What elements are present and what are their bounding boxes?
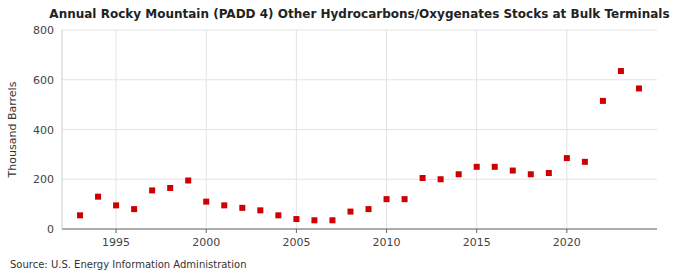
x-tick [566, 229, 567, 233]
point [221, 202, 227, 208]
point [384, 196, 390, 202]
point [185, 177, 191, 183]
y-tick-label: 200 [33, 173, 54, 186]
point [347, 209, 353, 215]
x-tick-label: 2000 [192, 236, 220, 249]
x-grid-line [116, 30, 117, 229]
x-grid-line [296, 30, 297, 229]
x-axis-line [62, 229, 657, 230]
point [203, 199, 209, 205]
point [95, 194, 101, 200]
annotation: Source: U.S. Energy Information Administ… [10, 259, 247, 270]
y-grid-line [62, 79, 657, 80]
point [131, 206, 137, 212]
point [528, 171, 534, 177]
x-tick-label: 1995 [102, 236, 130, 249]
point [474, 164, 480, 170]
y-tick-label: 400 [33, 124, 54, 137]
x-tick-label: 2020 [553, 236, 581, 249]
y-tick-label: 0 [47, 223, 54, 236]
point [618, 68, 624, 74]
point [275, 212, 281, 218]
y-grid-line [62, 129, 657, 130]
x-tick [476, 229, 477, 233]
y-axis-label: Thousand Barrels [6, 81, 19, 178]
x-grid-line [476, 30, 477, 229]
point [546, 170, 552, 176]
point [420, 175, 426, 181]
point [456, 171, 462, 177]
y-axis-line [62, 30, 63, 229]
point [636, 85, 642, 91]
point [239, 205, 245, 211]
point [311, 217, 317, 223]
point [167, 185, 173, 191]
y-grid-line [62, 229, 657, 230]
point [582, 159, 588, 165]
point [366, 206, 372, 212]
point [438, 176, 444, 182]
chart-svg: 0 200 400 600 800 1995 2000 2005 2010 2015 2020 Ann… [0, 0, 675, 275]
x-tick [116, 229, 117, 233]
background [0, 0, 675, 275]
x-tick-label: 2010 [373, 236, 401, 249]
x-tick [296, 229, 297, 233]
y-tick-label: 600 [33, 74, 54, 87]
x-tick-label: 2015 [463, 236, 491, 249]
axes: 0 200 400 600 800 1995 2000 2005 2010 2015 2020 [33, 24, 657, 249]
points [77, 68, 642, 223]
point [77, 212, 83, 218]
x-tick-label: 2005 [282, 236, 310, 249]
chart-container: 0 200 400 600 800 1995 2000 2005 2010 2015 2020 Ann… [0, 0, 675, 275]
point [510, 168, 516, 174]
title: Annual Rocky Mountain (PADD 4) Other Hyd… [49, 7, 669, 21]
point [564, 155, 570, 161]
point [600, 98, 606, 104]
y-tick-label: 800 [33, 24, 54, 37]
point [257, 207, 263, 213]
x-tick [206, 229, 207, 233]
point [293, 216, 299, 222]
grid [62, 30, 657, 229]
x-grid-line [566, 30, 567, 229]
point [113, 202, 119, 208]
y-grid-line [62, 179, 657, 180]
point [402, 196, 408, 202]
point [329, 217, 335, 223]
point [149, 187, 155, 193]
x-tick [386, 229, 387, 233]
point [492, 164, 498, 170]
y-grid-line [62, 30, 657, 31]
